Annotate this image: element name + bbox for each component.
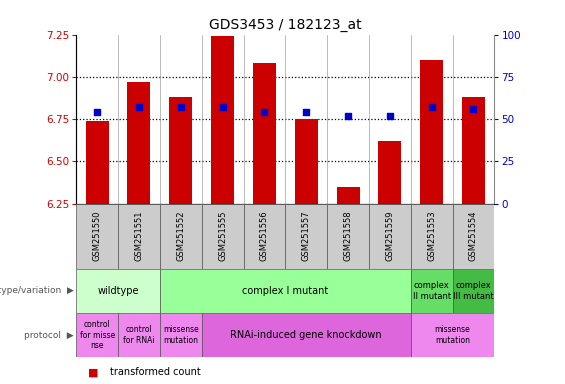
Bar bbox=[379, 141, 401, 204]
Point bbox=[260, 109, 269, 115]
Bar bbox=[253, 63, 276, 204]
Bar bbox=[453, 269, 494, 313]
Bar bbox=[462, 97, 485, 204]
Text: genotype/variation  ▶: genotype/variation ▶ bbox=[0, 286, 73, 295]
Point bbox=[218, 104, 227, 110]
Text: RNAi-induced gene knockdown: RNAi-induced gene knockdown bbox=[231, 330, 382, 340]
Text: wildtype: wildtype bbox=[97, 286, 139, 296]
Bar bbox=[170, 97, 192, 204]
Bar bbox=[202, 204, 244, 269]
Bar bbox=[118, 313, 160, 357]
Text: GSM251551: GSM251551 bbox=[134, 211, 144, 262]
Bar bbox=[160, 269, 411, 313]
Bar bbox=[128, 82, 150, 204]
Bar bbox=[76, 313, 118, 357]
Text: GSM251555: GSM251555 bbox=[218, 211, 227, 262]
Bar bbox=[453, 204, 494, 269]
Bar bbox=[411, 204, 453, 269]
Bar bbox=[160, 204, 202, 269]
Bar bbox=[295, 119, 318, 204]
Text: complex I mutant: complex I mutant bbox=[242, 286, 328, 296]
Point bbox=[302, 109, 311, 115]
Bar bbox=[411, 313, 494, 357]
Point bbox=[176, 104, 185, 110]
Bar bbox=[369, 204, 411, 269]
Text: control
for RNAi: control for RNAi bbox=[123, 325, 155, 345]
Text: transformed count: transformed count bbox=[110, 367, 201, 377]
Text: GSM251552: GSM251552 bbox=[176, 211, 185, 262]
Text: GSM251550: GSM251550 bbox=[93, 211, 102, 262]
Bar bbox=[76, 269, 160, 313]
Bar bbox=[285, 204, 327, 269]
Bar bbox=[76, 204, 118, 269]
Text: protocol  ▶: protocol ▶ bbox=[24, 331, 73, 339]
Point bbox=[93, 109, 102, 115]
Bar bbox=[211, 36, 234, 204]
Text: control
for misse
nse: control for misse nse bbox=[80, 320, 115, 350]
Text: ■: ■ bbox=[88, 367, 98, 377]
Point bbox=[344, 113, 353, 119]
Point bbox=[427, 104, 436, 110]
Bar bbox=[337, 187, 359, 204]
Bar bbox=[327, 204, 369, 269]
Text: complex
III mutant: complex III mutant bbox=[453, 281, 494, 301]
Point bbox=[134, 104, 144, 110]
Title: GDS3453 / 182123_at: GDS3453 / 182123_at bbox=[209, 18, 362, 32]
Text: GSM251559: GSM251559 bbox=[385, 211, 394, 262]
Text: missense
mutation: missense mutation bbox=[163, 325, 199, 345]
Bar bbox=[244, 204, 285, 269]
Text: GSM251557: GSM251557 bbox=[302, 211, 311, 262]
Bar bbox=[420, 60, 443, 204]
Text: GSM251554: GSM251554 bbox=[469, 211, 478, 262]
Text: missense
mutation: missense mutation bbox=[434, 325, 471, 345]
Bar bbox=[86, 121, 108, 204]
Text: GSM251558: GSM251558 bbox=[344, 211, 353, 262]
Bar bbox=[202, 313, 411, 357]
Text: GSM251556: GSM251556 bbox=[260, 211, 269, 262]
Point bbox=[469, 106, 478, 112]
Text: complex
II mutant: complex II mutant bbox=[412, 281, 451, 301]
Bar bbox=[160, 313, 202, 357]
Bar bbox=[411, 269, 453, 313]
Point bbox=[385, 113, 394, 119]
Bar bbox=[118, 204, 160, 269]
Text: GSM251553: GSM251553 bbox=[427, 211, 436, 262]
